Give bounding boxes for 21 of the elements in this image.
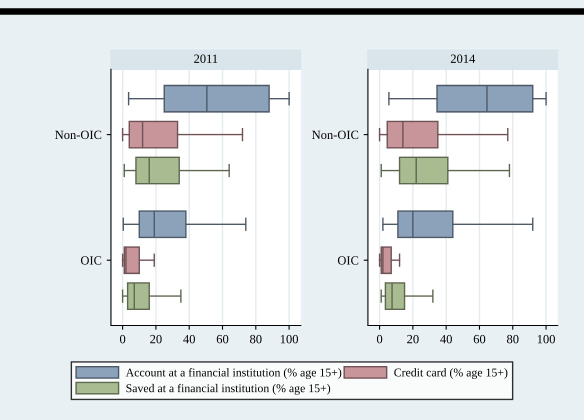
x-tick-label: 40: [440, 334, 452, 344]
x-tick-label: 0: [120, 334, 126, 344]
legend-label: Saved at a financial institution (% age 15+): [126, 384, 330, 395]
x-tick-label: 60: [216, 334, 228, 344]
x-tick-label: 80: [250, 334, 262, 344]
x-tick-label: 60: [474, 334, 486, 344]
chart-title: 2011: [194, 54, 218, 63]
legend-label: Credit card (% age 15+): [394, 368, 508, 379]
x-tick-label: 40: [183, 334, 195, 344]
x-tick-label: 20: [150, 334, 162, 344]
y-tick-label: OIC: [338, 256, 358, 265]
y-tick-label: OIC: [80, 256, 102, 265]
y-tick-label: Non-OIC: [312, 130, 358, 140]
x-tick-label: 20: [407, 334, 419, 344]
x-tick-label: 0: [376, 334, 382, 344]
y-tick-label: Non-OIC: [55, 130, 102, 140]
x-tick-label: 80: [506, 334, 519, 344]
legend-label: Account at a financial institution (% age 15+): [126, 368, 342, 379]
x-tick-label: 100: [538, 334, 555, 344]
chart-title: 2014: [450, 54, 476, 63]
x-tick-label: 100: [280, 334, 298, 344]
